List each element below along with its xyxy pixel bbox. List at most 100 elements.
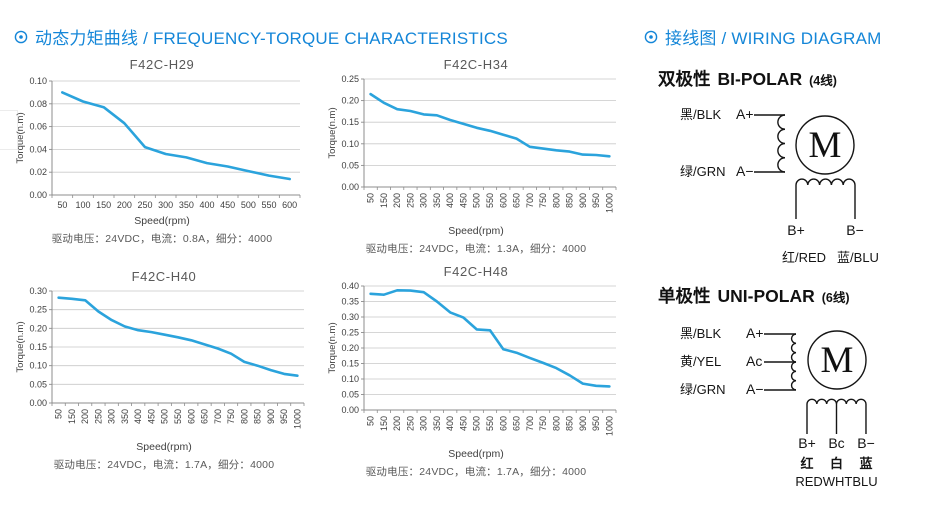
- y-tick-label: 0.05: [341, 160, 359, 170]
- x-tick-label: 550: [173, 409, 183, 424]
- x-tick-label: 50: [57, 200, 67, 210]
- motor-circle: [795, 115, 855, 175]
- x-tick-label: 550: [485, 416, 495, 431]
- x-tick-label: 350: [432, 416, 442, 431]
- x-tick-label: 250: [405, 193, 415, 208]
- x-tick-label: 100: [75, 200, 90, 210]
- terminal-label: B−: [857, 435, 875, 451]
- drive-conditions-caption: 驱动电压：24VDC，电流：1.3A，细分：4000: [365, 243, 587, 255]
- bipolar-wire-count: (4线): [809, 74, 837, 88]
- bipolar-title: 双极性 BI-POLAR (4线): [658, 66, 936, 91]
- phase-b-coil: [795, 178, 856, 219]
- y-axis-title: Torque(n.m): [15, 321, 26, 372]
- chart-title: F42C-H34: [443, 57, 509, 72]
- x-tick-label: 700: [525, 416, 535, 431]
- x-tick-label: 600: [498, 416, 508, 431]
- torque-curve: [57, 296, 299, 377]
- x-tick-label: 400: [445, 193, 455, 208]
- y-axis-title: Torque(n.m): [15, 112, 26, 163]
- y-tick-label: 0.15: [29, 342, 47, 352]
- terminal-label: B+: [798, 435, 816, 451]
- x-tick-label: 800: [239, 409, 249, 424]
- x-tick-label: 400: [199, 200, 214, 210]
- x-tick-label: 950: [591, 193, 601, 208]
- y-tick-label: 0.20: [29, 323, 47, 333]
- y-tick-label: 0.25: [341, 328, 359, 338]
- terminal-label: Ac: [746, 353, 762, 369]
- x-tick-label: 300: [419, 193, 429, 208]
- wiring-section-header: 接线图 / WIRING DIAGRAM: [644, 24, 882, 49]
- terminal-label: A−: [746, 381, 764, 397]
- torque-curve: [60, 91, 292, 181]
- y-tick-label: 0.00: [341, 405, 359, 415]
- terminal-label: B+: [787, 222, 805, 238]
- x-tick-label: 650: [512, 193, 522, 208]
- wire-color-label: 红: [800, 456, 813, 471]
- y-axis-title: Torque(n.m): [327, 107, 338, 158]
- wire-color-label: 黄/YEL: [680, 354, 721, 369]
- unipolar-wire-count: (6线): [821, 291, 850, 305]
- y-tick-label: 0.05: [341, 390, 359, 400]
- wire-color-label: 蓝/BLU: [837, 250, 879, 265]
- unipolar-title-zh: 单极性: [658, 286, 711, 306]
- x-axis-title: Speed(rpm): [448, 225, 504, 237]
- wiring-section-title: 接线图 / WIRING DIAGRAM: [665, 29, 882, 48]
- x-tick-label: 350: [120, 409, 130, 424]
- unipolar-wiring-diagram: 黑/BLK A+ 黄/YEL Ac 绿/GRN A− M B+ Bc B− 红 …: [680, 325, 878, 489]
- chart-f42c-h40: F42C-H40 0.00 0.05 0.10 0.15 0.20 0.25 0.30 50 1…: [12, 269, 316, 472]
- torque-curve: [369, 289, 611, 388]
- unipolar-title: 单极性 UNI-POLAR (6线): [658, 283, 936, 308]
- phase-a-coil: [790, 333, 797, 391]
- x-tick-label: 650: [200, 409, 210, 424]
- drive-conditions-caption: 驱动电压：24VDC，电流：1.7A，细分：4000: [365, 466, 587, 478]
- x-tick-label: 500: [472, 193, 482, 208]
- x-tick-label: 950: [591, 416, 601, 431]
- x-tick-label: 550: [261, 200, 276, 210]
- x-tick-label: 500: [472, 416, 482, 431]
- chart-f42c-h34: F42C-H34 0.00 0.05 0.10 0.15 0.20 0.25 50 150 20…: [324, 57, 628, 256]
- x-tick-label: 650: [512, 416, 522, 431]
- y-tick-label: 0.00: [29, 190, 47, 200]
- y-tick-label: 0.02: [29, 167, 47, 177]
- y-tick-label: 0.10: [341, 139, 359, 149]
- x-tick-label: 900: [578, 193, 588, 208]
- y-tick-label: 0.30: [29, 286, 47, 296]
- drive-conditions-caption: 驱动电压：24VDC，电流：1.7A，细分：4000: [53, 459, 275, 471]
- wire-color-label: 绿/GRN: [680, 164, 726, 179]
- x-tick-label: 850: [565, 416, 575, 431]
- torque-curve: [369, 92, 611, 158]
- x-axis-title: Speed(rpm): [134, 215, 190, 227]
- y-tick-label: 0.06: [29, 122, 47, 132]
- x-tick-label: 500: [160, 409, 170, 424]
- x-tick-label: 1000: [604, 193, 614, 213]
- drive-conditions-caption: 驱动电压：24VDC，电流：0.8A，细分：4000: [51, 233, 273, 245]
- torque-curve-plot-h34: 0.00 0.05 0.10 0.15 0.20 0.25 50 150 200 250 300 35…: [327, 74, 617, 213]
- x-tick-label: 200: [392, 193, 402, 208]
- y-tick-label: 0.08: [29, 99, 47, 109]
- chart-f42c-h48: F42C-H48 0.00 0.05 0.10 0.15 0.20 0.25 0.30 0.3…: [324, 264, 628, 479]
- x-tick-label: 550: [485, 193, 495, 208]
- y-tick-label: 0.05: [29, 379, 47, 389]
- y-tick-label: 0.04: [29, 144, 47, 154]
- x-tick-label: 850: [253, 409, 263, 424]
- terminal-label: A−: [736, 163, 754, 179]
- torque-section-title: 动态力矩曲线 / FREQUENCY-TORQUE CHARACTERISTIC…: [35, 29, 508, 48]
- x-tick-label: 200: [80, 409, 90, 424]
- x-tick-label: 50: [54, 409, 64, 419]
- y-tick-label: 0.25: [341, 74, 359, 84]
- torque-curve-plot-h40: 0.00 0.05 0.10 0.15 0.20 0.25 0.30 50 150 200 250 3…: [15, 286, 305, 429]
- y-tick-label: 0.20: [341, 96, 359, 106]
- y-axis-title: Torque(n.m): [327, 322, 338, 373]
- x-tick-label: 350: [432, 193, 442, 208]
- x-tick-label: 450: [458, 193, 468, 208]
- x-tick-label: 250: [137, 200, 152, 210]
- x-tick-label: 800: [551, 193, 561, 208]
- y-tick-label: 0.10: [29, 361, 47, 371]
- x-tick-label: 900: [578, 416, 588, 431]
- y-tick-label: 0.15: [341, 359, 359, 369]
- x-tick-label: 850: [565, 193, 575, 208]
- x-tick-label: 700: [525, 193, 535, 208]
- wire-color-label: 绿/GRN: [680, 382, 726, 397]
- chart-title: F42C-H40: [131, 269, 197, 284]
- y-tick-label: 0.30: [341, 312, 359, 322]
